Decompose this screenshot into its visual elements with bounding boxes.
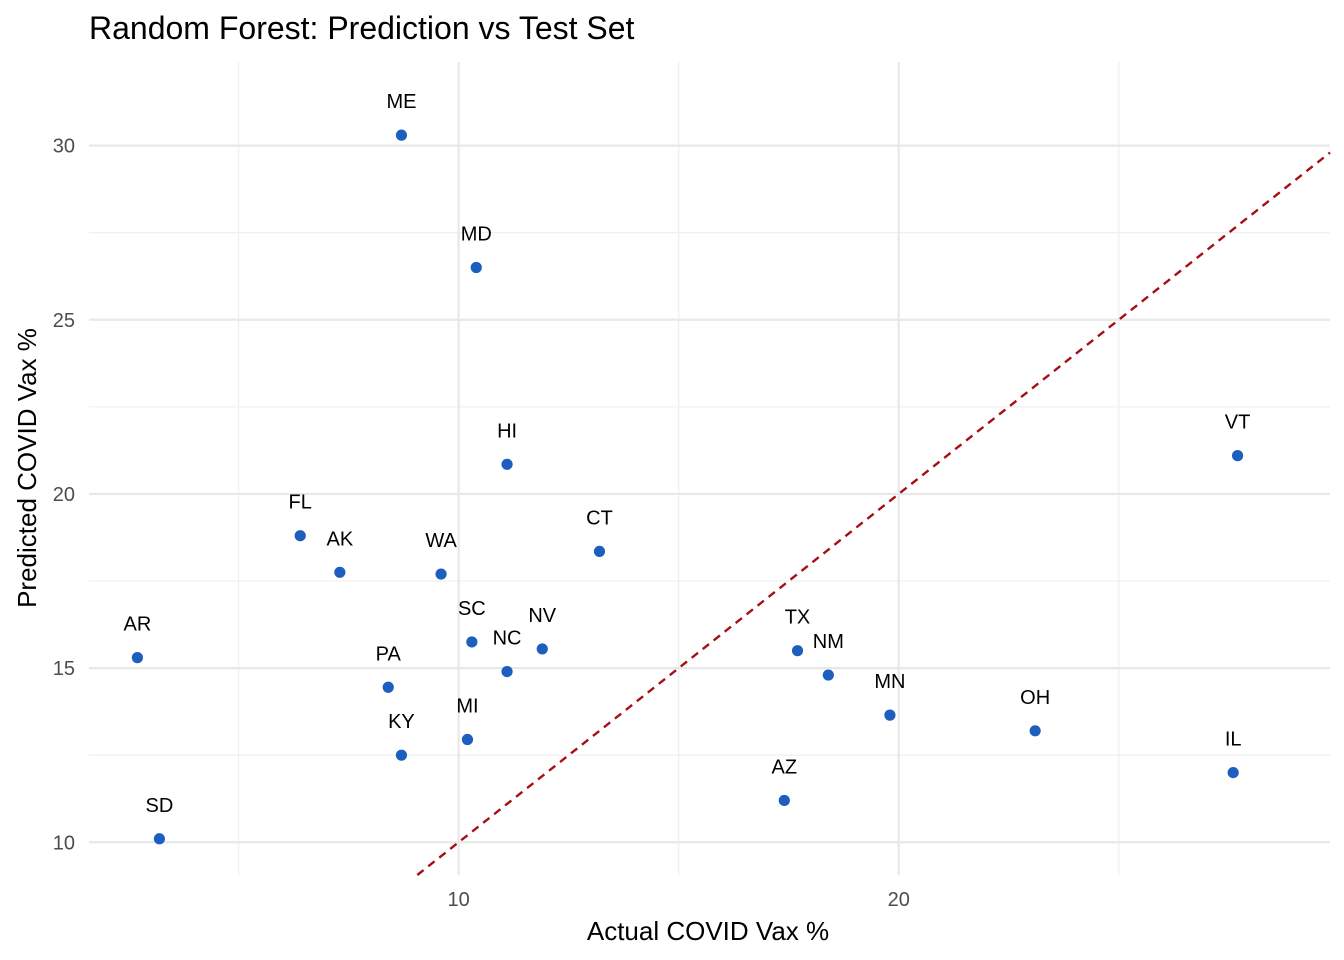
data-point-oh — [1029, 725, 1041, 737]
data-point-nv — [536, 643, 548, 655]
data-point-wa — [435, 568, 447, 580]
point-label-md: MD — [461, 224, 492, 246]
y-tick-label: 20 — [53, 484, 75, 506]
point-label-tx: TX — [785, 607, 811, 629]
x-axis-title: Actual COVID Vax % — [587, 916, 829, 946]
x-tick-labels: 10 20 — [448, 889, 910, 911]
point-label-vt: VT — [1225, 412, 1251, 434]
chart-title: Random Forest: Prediction vs Test Set — [89, 10, 635, 46]
point-label-nc: NC — [493, 628, 522, 650]
grid-lines — [89, 62, 1330, 875]
data-point-hi — [501, 458, 513, 470]
data-point-mn — [884, 709, 896, 721]
point-label-ak: AK — [326, 528, 353, 550]
y-axis-title: Predicted COVID Vax % — [12, 328, 42, 608]
reference-line-group — [416, 151, 1331, 876]
data-point-nc — [501, 665, 513, 678]
y-tick-label: 30 — [53, 136, 75, 158]
data-point-az — [778, 794, 790, 807]
y-tick-label: 10 — [53, 832, 75, 854]
point-label-me: ME — [386, 91, 416, 113]
data-point-md — [470, 261, 482, 274]
data-point-ar — [131, 652, 144, 664]
data-point-pa — [382, 681, 394, 693]
data-point-il — [1227, 766, 1239, 779]
reference-line — [416, 151, 1331, 876]
point-label-hi: HI — [497, 420, 517, 442]
y-tick-labels: 10 15 20 25 30 — [53, 136, 75, 855]
y-tick-label: 15 — [53, 658, 75, 680]
data-point-sc — [466, 636, 478, 648]
point-label-ct: CT — [586, 507, 613, 529]
point-label-ar: AR — [124, 614, 152, 636]
point-label-ky: KY — [388, 711, 415, 733]
data-point-tx — [791, 645, 804, 657]
data-point-nm — [822, 669, 834, 681]
y-tick-label: 25 — [53, 310, 75, 332]
point-label-nv: NV — [528, 605, 556, 627]
point-label-sc: SC — [458, 598, 486, 620]
x-tick-label: 20 — [888, 889, 910, 911]
data-point-me — [395, 129, 408, 141]
point-label-il: IL — [1225, 729, 1242, 751]
point-label-mi: MI — [456, 696, 478, 718]
point-label-sd: SD — [146, 795, 174, 817]
data-point-ak — [334, 566, 346, 578]
point-label-oh: OH — [1020, 687, 1050, 709]
data-point-mi — [461, 733, 474, 746]
point-label-nm: NM — [813, 631, 844, 653]
x-tick-label: 10 — [448, 889, 470, 911]
data-point-ky — [395, 749, 408, 761]
point-label-wa: WA — [425, 530, 457, 552]
data-point-ct — [593, 545, 606, 558]
data-point-vt — [1231, 450, 1244, 462]
data-points — [131, 129, 1244, 845]
point-label-mn: MN — [874, 671, 905, 693]
point-label-az: AZ — [772, 756, 798, 778]
point-label-pa: PA — [376, 643, 402, 665]
data-point-sd — [153, 833, 166, 845]
point-label-fl: FL — [289, 492, 312, 514]
data-point-fl — [294, 530, 306, 542]
